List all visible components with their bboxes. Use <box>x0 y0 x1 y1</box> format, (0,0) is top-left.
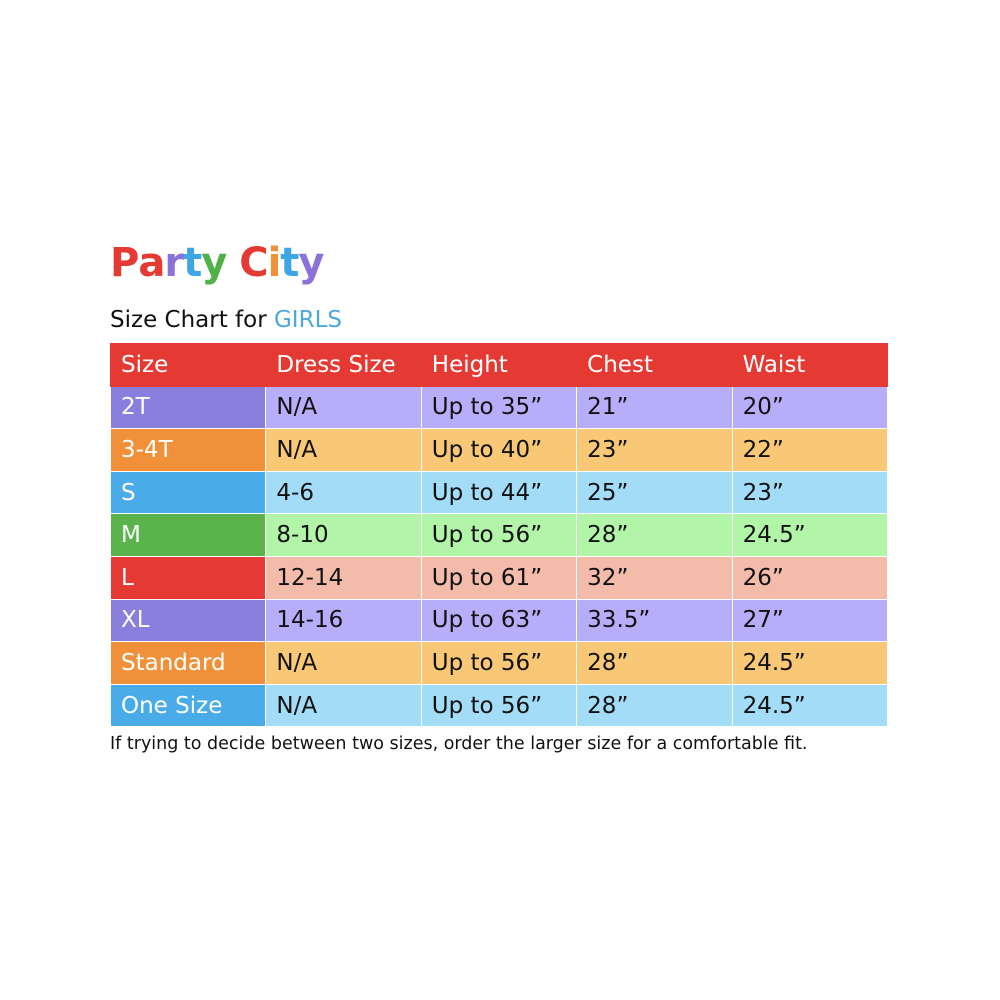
table-cell: 4-6 <box>265 470 422 515</box>
table-row: 2T N/A Up to 35” 21” 20” <box>109 385 889 430</box>
table-cell: N/A <box>265 428 422 472</box>
size-cell: Standard <box>109 641 267 685</box>
logo-letter: y <box>298 240 324 286</box>
table-row: L 12-14 Up to 61” 32” 26” <box>109 555 889 600</box>
logo-letter: y <box>201 240 227 286</box>
size-cell: XL <box>109 598 267 643</box>
logo-letter: a <box>138 240 165 286</box>
column-header: Dress Size <box>265 343 422 387</box>
table-cell: 22” <box>731 428 889 472</box>
size-chart-table: Size Dress Size Height Chest Waist 2T N/A Up to… <box>109 343 889 728</box>
table-cell: 27” <box>731 598 889 643</box>
logo-letter: C <box>239 240 268 286</box>
table-cell: 26” <box>731 555 889 600</box>
table-row: XL 14-16 Up to 63” 33.5” 27” <box>109 598 889 643</box>
table-cell: Up to 44” <box>420 470 578 515</box>
table-cell: 20” <box>731 385 889 430</box>
table-cell: 8-10 <box>265 513 422 557</box>
column-header: Height <box>420 343 578 387</box>
table-cell: 28” <box>576 683 733 728</box>
size-cell: S <box>109 470 267 515</box>
logo-letter: i <box>267 240 282 286</box>
table-cell: Up to 63” <box>420 598 578 643</box>
table-cell: N/A <box>265 385 422 430</box>
table-cell: Up to 56” <box>420 513 578 557</box>
table-cell: N/A <box>265 641 422 685</box>
table-cell: 32” <box>576 555 733 600</box>
table-row: One Size N/A Up to 56” 28” 24.5” <box>109 683 889 728</box>
table-cell: 28” <box>576 513 733 557</box>
column-header: Waist <box>731 343 889 387</box>
sizing-note: If trying to decide between two sizes, o… <box>110 734 808 754</box>
column-header: Size <box>109 343 267 387</box>
logo-letter <box>226 240 239 286</box>
table-row: Standard N/A Up to 56” 28” 24.5” <box>109 641 889 685</box>
logo-letter: t <box>183 240 202 286</box>
table-cell: Up to 35” <box>420 385 578 430</box>
size-cell: L <box>109 555 267 600</box>
table-cell: 24.5” <box>731 683 889 728</box>
party-city-logo: Party City <box>110 240 324 286</box>
size-cell: 3-4T <box>109 428 267 472</box>
size-cell: 2T <box>109 385 267 430</box>
table-cell: N/A <box>265 683 422 728</box>
table-row: M 8-10 Up to 56” 28” 24.5” <box>109 513 889 557</box>
logo-letter: t <box>280 240 299 286</box>
table-cell: 23” <box>576 428 733 472</box>
table-row: S 4-6 Up to 44” 25” 23” <box>109 470 889 515</box>
size-cell: One Size <box>109 683 267 728</box>
subtitle-prefix: Size Chart for <box>110 307 274 333</box>
table-row: 3-4T N/A Up to 40” 23” 22” <box>109 428 889 472</box>
size-cell: M <box>109 513 267 557</box>
table-cell: 23” <box>731 470 889 515</box>
logo-letter: P <box>110 240 139 286</box>
table-cell: Up to 40” <box>420 428 578 472</box>
header-row: Size Dress Size Height Chest Waist <box>109 343 889 387</box>
table-cell: Up to 56” <box>420 683 578 728</box>
table-cell: 25” <box>576 470 733 515</box>
table-cell: 21” <box>576 385 733 430</box>
table-cell: Up to 61” <box>420 555 578 600</box>
table-cell: 33.5” <box>576 598 733 643</box>
table-cell: Up to 56” <box>420 641 578 685</box>
table-cell: 24.5” <box>731 513 889 557</box>
subtitle-highlight: GIRLS <box>273 307 342 333</box>
chart-subtitle: Size Chart for GIRLS <box>110 307 342 333</box>
table-cell: 28” <box>576 641 733 685</box>
column-header: Chest <box>576 343 733 387</box>
table-cell: 24.5” <box>731 641 889 685</box>
logo-letter: r <box>164 240 184 286</box>
table-cell: 12-14 <box>265 555 422 600</box>
table-cell: 14-16 <box>265 598 422 643</box>
